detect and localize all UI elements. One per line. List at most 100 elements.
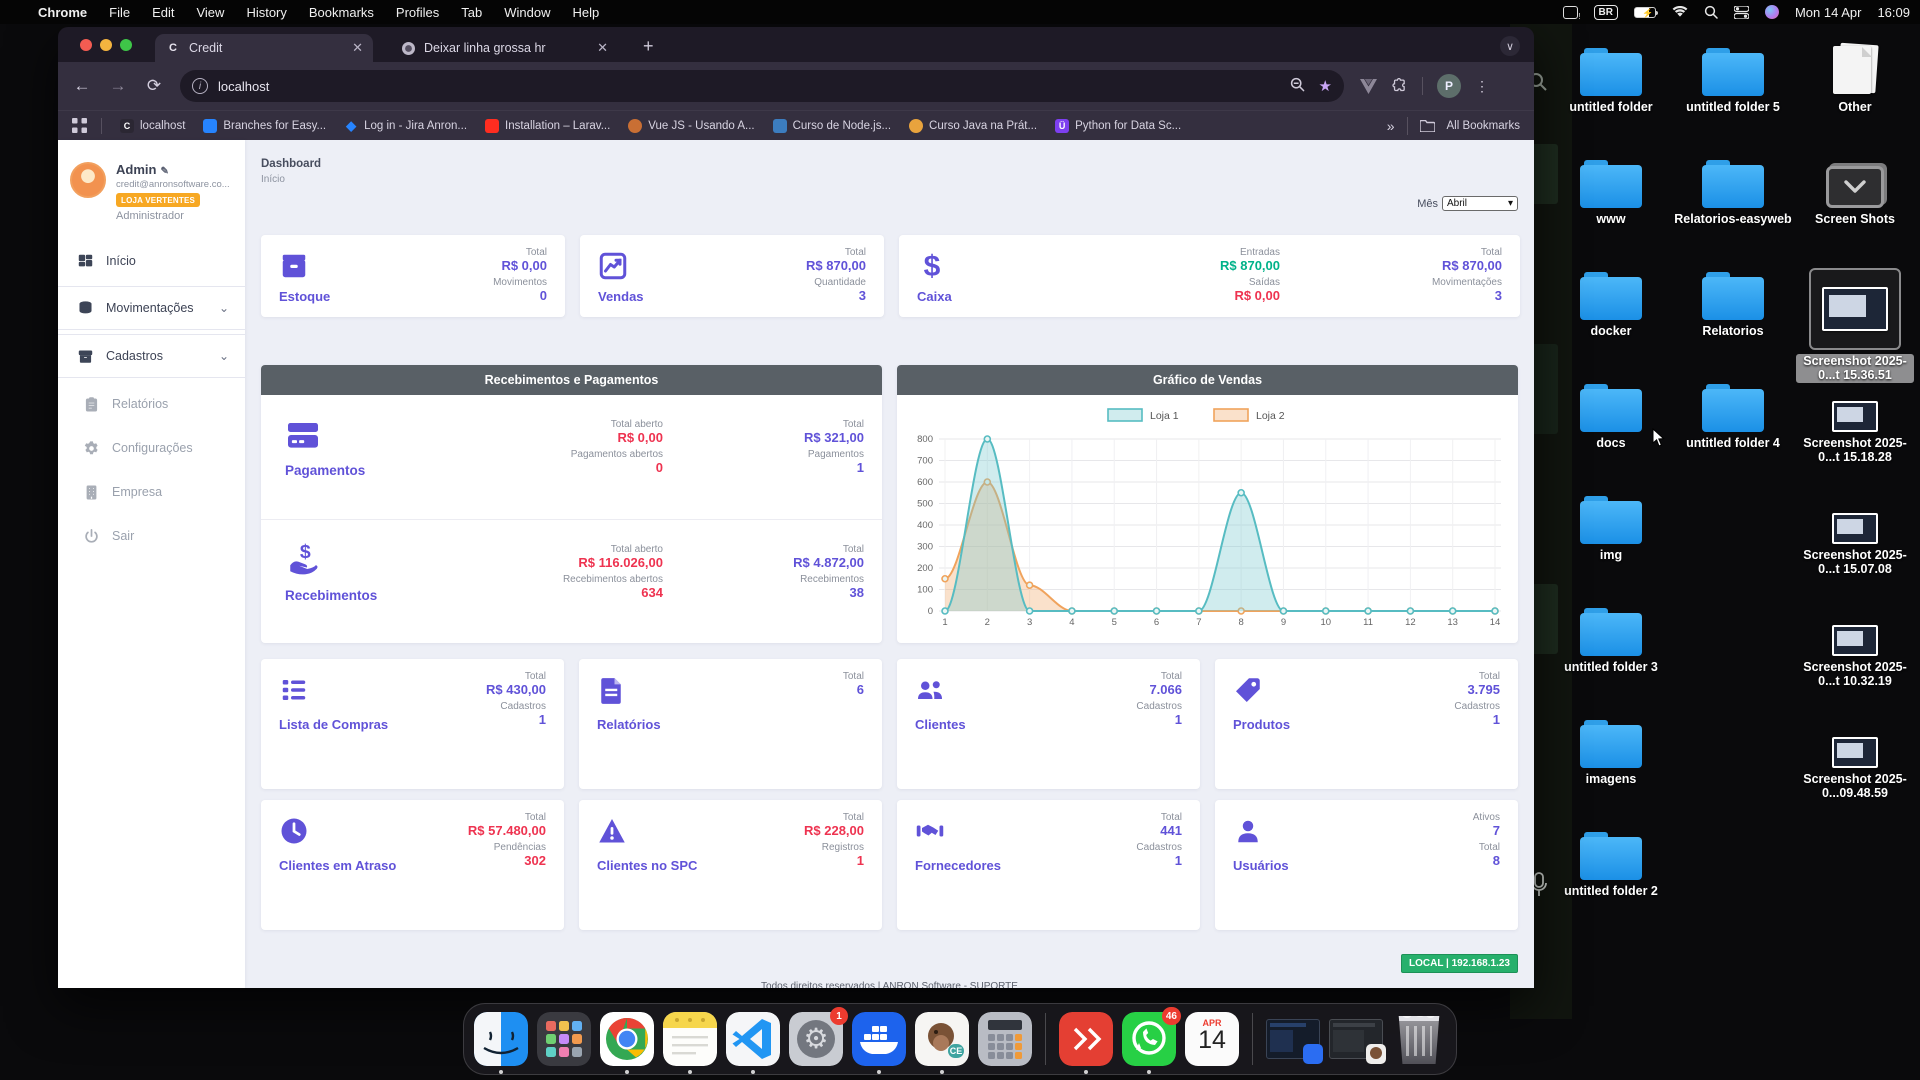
zoom-indicator-icon[interactable] — [1290, 77, 1305, 95]
dock-docker[interactable] — [852, 1012, 906, 1074]
menu-time[interactable]: 16:09 — [1877, 4, 1910, 20]
site-info-icon[interactable]: i — [192, 78, 208, 94]
sidebar-item-relatorios[interactable]: Relatórios — [58, 382, 245, 426]
sidebar-item-movimentacoes[interactable]: Movimentações ⌄ — [58, 286, 245, 330]
dock-trash[interactable] — [1392, 1012, 1446, 1066]
menu-item-history[interactable]: History — [246, 4, 287, 20]
card-clientes[interactable]: Clientes Total 7.066 Cadastros 1 — [897, 659, 1200, 789]
bookmarks-overflow-chevron[interactable]: » — [1386, 117, 1395, 134]
url-text[interactable]: localhost — [218, 78, 270, 94]
dock-whatsapp[interactable]: 46 — [1122, 1007, 1181, 1074]
dock-launchpad[interactable] — [537, 1012, 591, 1066]
menu-item-help[interactable]: Help — [572, 4, 600, 20]
spotlight-search-icon[interactable] — [1704, 5, 1718, 19]
menu-item-window[interactable]: Window — [504, 4, 551, 20]
month-select[interactable]: Abril ▾ — [1442, 196, 1518, 211]
dock-chrome[interactable] — [600, 1012, 654, 1074]
desktop-icon-folder[interactable]: docs — [1552, 376, 1670, 450]
bookmark-java[interactable]: Curso Java na Prát... — [909, 118, 1037, 133]
row-recebimentos[interactable]: $ Recebimentos Total aberto R$ 116.026,00 Re… — [261, 519, 882, 643]
row-pagamentos[interactable]: Pagamentos Total aberto R$ 0,00 Pagamentos … — [261, 395, 882, 519]
dock-anydesk[interactable] — [1059, 1012, 1113, 1074]
desktop-icon-screenshot[interactable]: Screenshot 2025-0...t 15.07.08 — [1796, 488, 1914, 577]
tab-credit[interactable]: C Credit ✕ — [155, 34, 373, 62]
address-bar[interactable]: i localhost ★ — [180, 70, 1344, 102]
desktop-icon-folder[interactable]: Relatorios — [1674, 264, 1792, 338]
dock-finder[interactable] — [474, 1012, 528, 1074]
sidebar-item-configuracoes[interactable]: Configurações — [58, 426, 245, 470]
sidebar-item-inicio[interactable]: Início — [58, 240, 245, 282]
desktop-icon-screenshot-selected[interactable]: Screenshot 2025-0...t 15.36.51 — [1796, 264, 1914, 384]
bookmark-jira[interactable]: ◆ Log in - Jira Anron... — [344, 118, 467, 133]
desktop-icon-folder[interactable]: img — [1552, 488, 1670, 562]
status-menu-icon[interactable] — [1562, 5, 1581, 21]
desktop-icon-folder[interactable]: imagens — [1552, 712, 1670, 786]
menu-item-bookmarks[interactable]: Bookmarks — [308, 4, 374, 20]
desktop-icon-folder[interactable]: docker — [1552, 264, 1670, 338]
card-clientes-em-atraso[interactable]: Clientes em Atraso Total R$ 57.480,00 Pendê… — [261, 800, 564, 930]
battery-icon[interactable]: ⚡ — [1633, 6, 1658, 18]
card-caixa[interactable]: $ Caixa Entradas R$ 870,00 Saídas R$ 0,00 Tota… — [899, 235, 1520, 317]
sidebar-item-cadastros[interactable]: Cadastros ⌄ — [58, 334, 245, 378]
card-clientes-no-spc[interactable]: Clientes no SPC Total R$ 228,00 Registros 1 — [579, 800, 882, 930]
card-vendas[interactable]: Vendas Total R$ 870,00 Quantidade 3 — [580, 235, 884, 317]
card-relat-rios[interactable]: Relatórios Total 6 — [579, 659, 882, 789]
bookmark-star-icon[interactable]: ★ — [1318, 78, 1332, 95]
tab-close-icon[interactable]: ✕ — [352, 40, 363, 55]
tab-close-icon[interactable]: ✕ — [597, 40, 608, 55]
sidebar-item-sair[interactable]: Sair — [58, 514, 245, 558]
dock-settings[interactable]: ⚙ 1 — [789, 1007, 848, 1066]
desktop-icon-folder[interactable]: untitled folder — [1552, 40, 1670, 114]
dock-calculator[interactable] — [978, 1012, 1032, 1066]
siri-icon[interactable] — [1764, 5, 1779, 19]
browser-menu-icon[interactable]: ⋮ — [1475, 77, 1489, 94]
dock-calendar[interactable]: APR 14 — [1185, 1012, 1239, 1066]
dock-window-thumb-2[interactable] — [1329, 1012, 1386, 1066]
card-fornecedores[interactable]: Fornecedores Total 441 Cadastros 1 — [897, 800, 1200, 930]
desktop-icon-folder[interactable]: untitled folder 4 — [1674, 376, 1792, 450]
menu-item-file[interactable]: File — [109, 4, 131, 20]
dock-dbeaver[interactable]: CE — [915, 1012, 969, 1074]
menu-item-view[interactable]: View — [196, 4, 225, 20]
maximize-window-button[interactable] — [120, 39, 132, 51]
extensions-puzzle-icon[interactable] — [1391, 77, 1408, 95]
edit-profile-icon[interactable]: ✎ — [160, 166, 169, 177]
bookmark-udemy[interactable]: Ü Python for Data Sc... — [1055, 118, 1181, 133]
menu-item-tab[interactable]: Tab — [461, 4, 483, 20]
back-button[interactable]: ← — [73, 76, 91, 95]
apps-grid-icon[interactable] — [72, 118, 87, 133]
all-bookmarks-label[interactable]: All Bookmarks — [1446, 119, 1521, 132]
desktop-icon-folder[interactable]: Relatorios-easyweb — [1674, 152, 1792, 226]
tab-deixar-linha[interactable]: Deixar linha grossa hr ✕ — [390, 34, 618, 62]
forward-button[interactable]: → — [109, 76, 127, 95]
dock-vscode[interactable] — [726, 1012, 780, 1074]
card-produtos[interactable]: Produtos Total 3.795 Cadastros 1 — [1215, 659, 1518, 789]
close-window-button[interactable] — [80, 39, 92, 51]
card-estoque[interactable]: Estoque Total R$ 0,00 Movimentos 0 — [261, 235, 565, 317]
minimize-window-button[interactable] — [100, 39, 112, 51]
card-usu-rios[interactable]: Usuários Ativos 7 Total 8 — [1215, 800, 1518, 930]
reload-button[interactable]: ⟳ — [146, 76, 162, 95]
dock-notes[interactable] — [663, 1012, 717, 1074]
bookmark-laravel[interactable]: Installation – Larav... — [485, 118, 610, 133]
control-center-icon[interactable] — [1733, 5, 1749, 19]
bookmark-bitbucket[interactable]: Branches for Easy... — [203, 118, 326, 133]
desktop-icon-screens-stack[interactable]: Screen Shots — [1796, 152, 1914, 226]
user-avatar[interactable] — [70, 162, 106, 198]
bookmark-node[interactable]: Curso de Node.js... — [772, 118, 891, 133]
desktop-icon-folder[interactable]: untitled folder 5 — [1674, 40, 1792, 114]
desktop-icon-folder[interactable]: www — [1552, 152, 1670, 226]
new-tab-button[interactable]: + — [643, 36, 654, 56]
menu-date[interactable]: Mon 14 Apr — [1794, 4, 1862, 20]
menu-item-profiles[interactable]: Profiles — [395, 4, 440, 20]
desktop-icon-screenshot[interactable]: Screenshot 2025-0...09.48.59 — [1796, 712, 1914, 801]
desktop-icon-screenshot[interactable]: Screenshot 2025-0...t 15.18.28 — [1796, 376, 1914, 465]
desktop-icon-folder[interactable]: untitled folder 2 — [1552, 824, 1670, 898]
menu-item-edit[interactable]: Edit — [152, 4, 175, 20]
input-source-indicator[interactable]: BR — [1593, 4, 1618, 20]
desktop-icon-documents[interactable]: Other — [1796, 40, 1914, 114]
dock-window-thumb-1[interactable] — [1266, 1012, 1323, 1066]
bookmark-monkey[interactable]: Vue JS - Usando A... — [628, 118, 755, 133]
profile-avatar[interactable]: P — [1437, 74, 1461, 98]
tab-search-chevron[interactable]: ∨ — [1500, 36, 1520, 56]
